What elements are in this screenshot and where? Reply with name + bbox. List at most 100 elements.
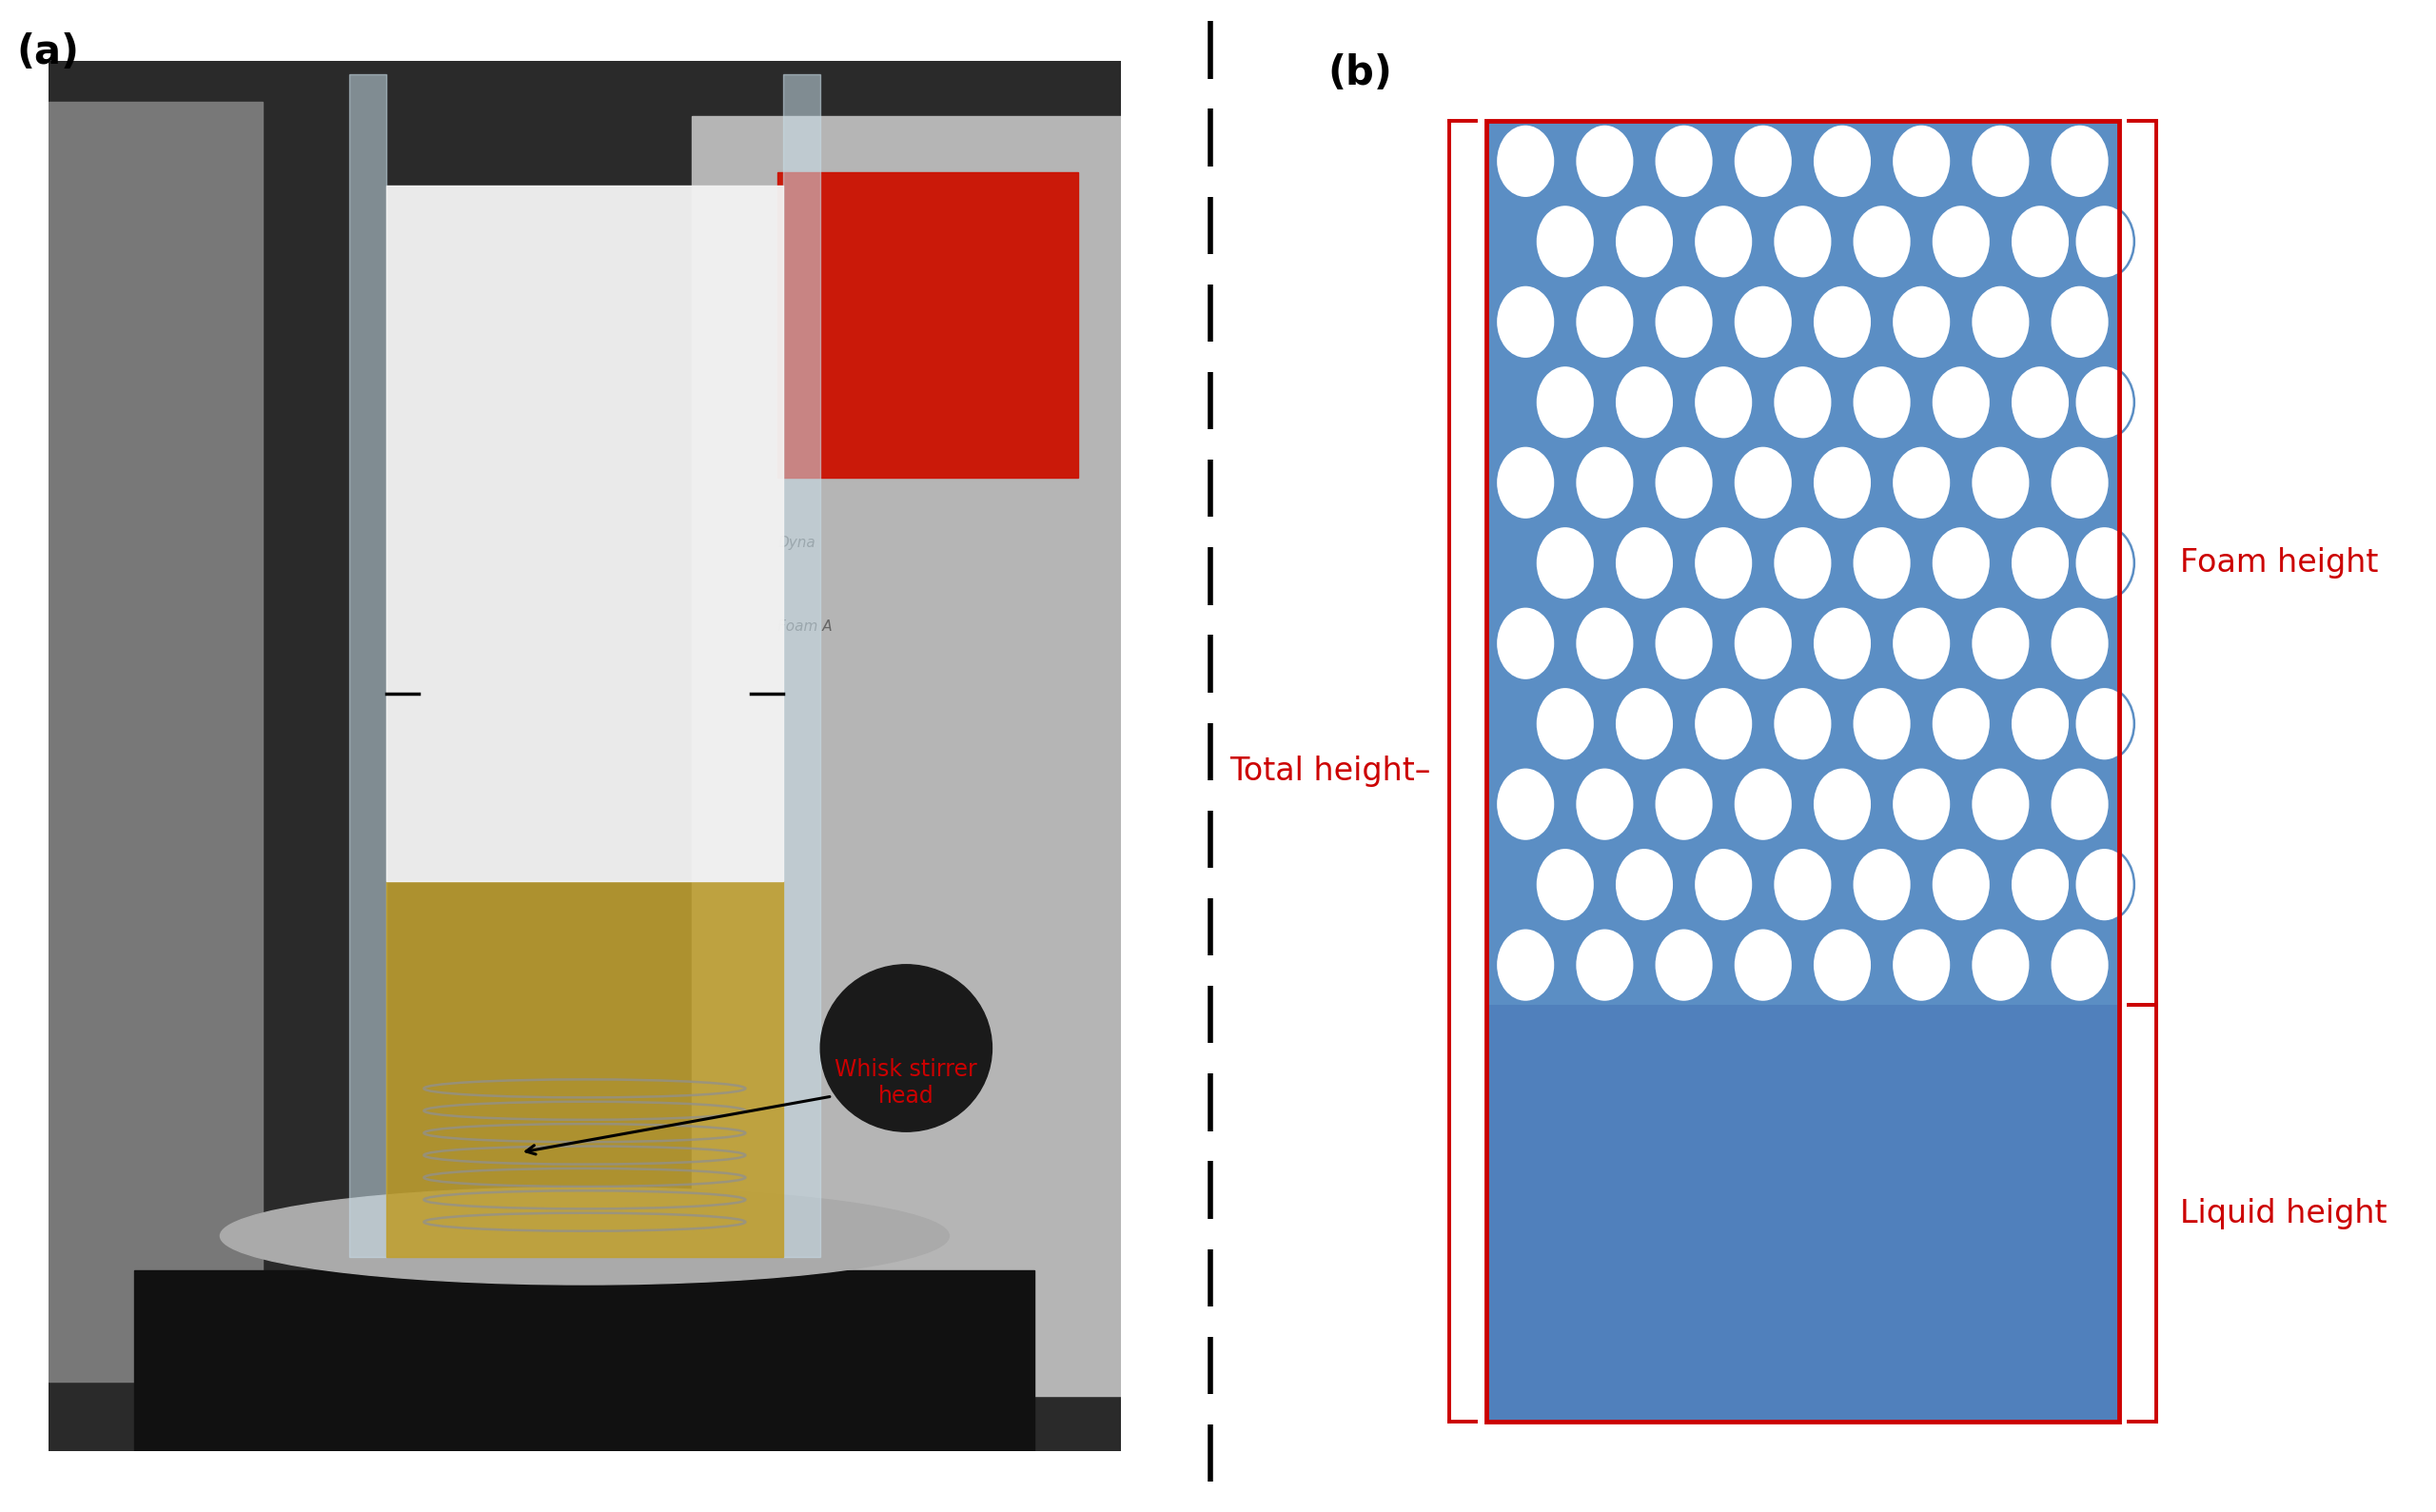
Text: Liquid height: Liquid height bbox=[2180, 1198, 2387, 1229]
Bar bbox=[348, 74, 387, 1256]
Circle shape bbox=[2051, 284, 2110, 358]
Circle shape bbox=[1693, 848, 1754, 922]
Circle shape bbox=[1535, 526, 1596, 600]
Circle shape bbox=[1496, 284, 1554, 358]
Circle shape bbox=[1734, 124, 1793, 198]
Circle shape bbox=[1893, 767, 1951, 841]
Circle shape bbox=[1496, 124, 1554, 198]
Circle shape bbox=[2075, 526, 2134, 600]
Circle shape bbox=[1851, 366, 1912, 440]
Circle shape bbox=[1734, 606, 1793, 680]
Bar bbox=[134, 1270, 1035, 1452]
Circle shape bbox=[1893, 446, 1951, 520]
Circle shape bbox=[2010, 204, 2071, 278]
Circle shape bbox=[1535, 848, 1596, 922]
Circle shape bbox=[1693, 686, 1754, 761]
Bar bbox=[387, 186, 782, 881]
Circle shape bbox=[1496, 446, 1554, 520]
Circle shape bbox=[1893, 124, 1951, 198]
Circle shape bbox=[1773, 848, 1832, 922]
Circle shape bbox=[1812, 124, 1871, 198]
Text: (a): (a) bbox=[17, 33, 80, 73]
Circle shape bbox=[1496, 606, 1554, 680]
Circle shape bbox=[1576, 124, 1635, 198]
Circle shape bbox=[1654, 767, 1713, 841]
Circle shape bbox=[2051, 446, 2110, 520]
Circle shape bbox=[2051, 124, 2110, 198]
Circle shape bbox=[1773, 686, 1832, 761]
Circle shape bbox=[1851, 204, 1912, 278]
Circle shape bbox=[2010, 526, 2071, 600]
Circle shape bbox=[2051, 606, 2110, 680]
Circle shape bbox=[1535, 204, 1596, 278]
Circle shape bbox=[1851, 526, 1912, 600]
Bar bbox=[387, 881, 782, 1256]
Circle shape bbox=[2010, 686, 2071, 761]
Circle shape bbox=[2010, 848, 2071, 922]
Circle shape bbox=[2010, 366, 2071, 440]
Circle shape bbox=[1773, 366, 1832, 440]
Bar bbox=[1486, 121, 2119, 1421]
Circle shape bbox=[1932, 366, 1990, 440]
Circle shape bbox=[2075, 848, 2134, 922]
Circle shape bbox=[1615, 686, 1674, 761]
Circle shape bbox=[1576, 606, 1635, 680]
Circle shape bbox=[1576, 767, 1635, 841]
Circle shape bbox=[1734, 284, 1793, 358]
Circle shape bbox=[1812, 446, 1871, 520]
Circle shape bbox=[1693, 366, 1754, 440]
Circle shape bbox=[1734, 928, 1793, 1002]
Circle shape bbox=[1773, 204, 1832, 278]
Circle shape bbox=[1693, 204, 1754, 278]
Text: (b): (b) bbox=[1328, 53, 1393, 92]
Circle shape bbox=[1535, 366, 1596, 440]
Circle shape bbox=[1654, 928, 1713, 1002]
Circle shape bbox=[1971, 124, 2029, 198]
Circle shape bbox=[1893, 928, 1951, 1002]
Circle shape bbox=[1615, 366, 1674, 440]
Circle shape bbox=[1971, 767, 2029, 841]
Circle shape bbox=[2075, 204, 2134, 278]
Ellipse shape bbox=[219, 1187, 950, 1285]
Circle shape bbox=[1615, 526, 1674, 600]
Circle shape bbox=[1496, 767, 1554, 841]
Circle shape bbox=[1932, 848, 1990, 922]
Bar bbox=[692, 116, 1121, 1396]
Ellipse shape bbox=[821, 965, 991, 1131]
Circle shape bbox=[1654, 446, 1713, 520]
Circle shape bbox=[1654, 606, 1713, 680]
Circle shape bbox=[2051, 767, 2110, 841]
Bar bbox=[777, 172, 1077, 478]
Circle shape bbox=[1576, 928, 1635, 1002]
Circle shape bbox=[1693, 526, 1754, 600]
Circle shape bbox=[1615, 848, 1674, 922]
Bar bbox=[1486, 1005, 2119, 1421]
Circle shape bbox=[1971, 928, 2029, 1002]
Circle shape bbox=[1851, 686, 1912, 761]
Text: Whisk stirrer
head: Whisk stirrer head bbox=[526, 1058, 977, 1154]
Circle shape bbox=[1654, 284, 1713, 358]
Circle shape bbox=[1932, 204, 1990, 278]
Circle shape bbox=[1812, 606, 1871, 680]
Circle shape bbox=[1734, 446, 1793, 520]
Circle shape bbox=[1971, 284, 2029, 358]
Circle shape bbox=[1932, 526, 1990, 600]
Circle shape bbox=[1615, 204, 1674, 278]
Circle shape bbox=[1851, 848, 1912, 922]
Circle shape bbox=[2075, 686, 2134, 761]
Circle shape bbox=[1496, 928, 1554, 1002]
Circle shape bbox=[1893, 284, 1951, 358]
Circle shape bbox=[1932, 686, 1990, 761]
Bar bbox=[49, 103, 263, 1382]
Circle shape bbox=[1893, 606, 1951, 680]
Text: Foam A: Foam A bbox=[777, 620, 833, 634]
Text: Dyna: Dyna bbox=[777, 535, 816, 550]
Circle shape bbox=[1535, 686, 1596, 761]
Circle shape bbox=[1576, 446, 1635, 520]
Circle shape bbox=[2075, 366, 2134, 440]
Circle shape bbox=[1971, 446, 2029, 520]
Text: Total height–: Total height– bbox=[1230, 756, 1432, 786]
Circle shape bbox=[2051, 928, 2110, 1002]
Circle shape bbox=[1654, 124, 1713, 198]
Bar bbox=[782, 74, 821, 1256]
